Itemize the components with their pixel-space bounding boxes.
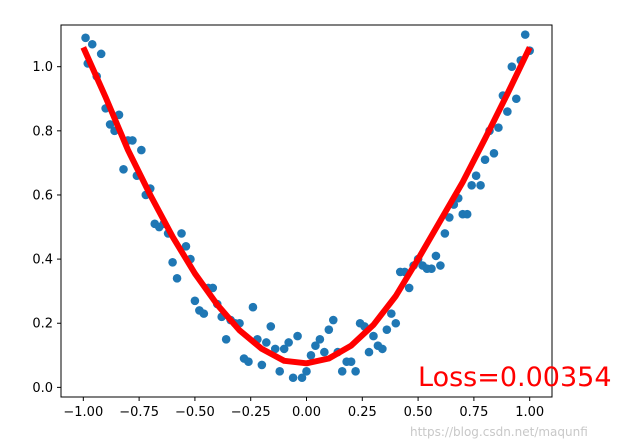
scatter-point [96, 49, 106, 59]
scatter-point [275, 367, 285, 376]
scatter-point [199, 309, 209, 318]
y-tick-label: 0.6 [32, 188, 53, 203]
scatter-point [128, 136, 137, 145]
scatter-point [369, 331, 378, 341]
y-tick-label: 0.2 [32, 317, 53, 332]
scatter-point [302, 367, 311, 376]
scatter-point [168, 258, 177, 267]
scatter-point [476, 181, 485, 190]
scatter-point [351, 367, 360, 376]
scatter-point [137, 145, 146, 155]
scatter-point [427, 264, 436, 274]
x-tick-label: 0.25 [348, 405, 377, 420]
scatter-point [431, 251, 441, 261]
x-tick-label: 1.00 [515, 405, 544, 420]
x-tick-label: −0.75 [119, 405, 159, 420]
scatter-point [346, 357, 356, 367]
scatter-point [208, 283, 218, 293]
scatter-point [279, 344, 289, 354]
x-tick-label: 0.75 [459, 405, 488, 420]
scatter-point [462, 209, 472, 219]
scatter-point [257, 360, 267, 370]
scatter-point [266, 322, 276, 331]
scatter-point [467, 181, 476, 190]
scatter-point [105, 120, 115, 129]
scatter-point [190, 296, 200, 306]
x-tick-label: −1.00 [63, 405, 103, 420]
loss-annotation: Loss=0.00354 [418, 362, 612, 393]
scatter-point [119, 165, 128, 174]
scatter-point [494, 123, 503, 132]
scatter-point [87, 39, 97, 49]
watermark: https://blog.csdn.net/maqunfi [410, 425, 588, 439]
scatter-point [328, 315, 338, 325]
y-tick-label: 1.0 [32, 60, 53, 75]
y-tick-label: 0.0 [32, 381, 53, 396]
scatter-point [511, 94, 521, 104]
scatter-point [172, 274, 182, 283]
scatter-point [297, 373, 307, 383]
scatter-point [382, 325, 392, 334]
scatter-point [507, 62, 517, 71]
scatter-point [520, 30, 530, 39]
scatter-point [480, 155, 490, 164]
scatter-point [177, 229, 186, 238]
scatter-point [440, 229, 450, 238]
x-tick-label: 0.50 [404, 405, 433, 420]
scatter-point [404, 283, 414, 293]
scatter-point [221, 334, 231, 344]
scatter-point [311, 341, 320, 350]
scatter-point [284, 338, 293, 347]
y-tick-label: 0.4 [32, 253, 53, 268]
x-tick-label: −0.25 [231, 405, 271, 420]
scatter-point [262, 338, 271, 347]
y-axis: 0.0 0.2 0.4 0.6 0.8 1.0 [32, 60, 61, 396]
scatter-point [248, 302, 258, 312]
scatter-point [306, 351, 316, 360]
scatter-point [503, 107, 512, 116]
scatter-point [81, 33, 90, 43]
fit-line [80, 46, 533, 367]
x-tick-label: −0.50 [175, 405, 215, 420]
scatter-point [445, 213, 454, 222]
scatter-point [270, 344, 280, 354]
scatter-point [489, 148, 499, 158]
scatter-point [337, 367, 347, 376]
scatter-point [244, 357, 253, 367]
scatter-point [471, 171, 481, 181]
plot-frame [60, 24, 553, 398]
y-tick-label: 0.8 [32, 124, 53, 139]
scatter-point [436, 261, 445, 270]
scatter-point [293, 331, 302, 341]
scatter-point [181, 241, 191, 251]
scatter-point [378, 344, 387, 354]
x-axis: −1.00 −0.75 −0.50 −0.25 0.00 0.25 0.50 0.75 1.00 [63, 397, 544, 420]
x-tick-label: 0.00 [292, 405, 321, 420]
scatter-point [364, 347, 374, 357]
scatter-point [387, 309, 396, 318]
scatter-point [320, 347, 329, 357]
fit-line-series [80, 46, 533, 367]
scatter-point [391, 318, 401, 328]
scatter-point [315, 334, 325, 344]
scatter-point [324, 325, 334, 334]
scatter-point [288, 373, 298, 383]
